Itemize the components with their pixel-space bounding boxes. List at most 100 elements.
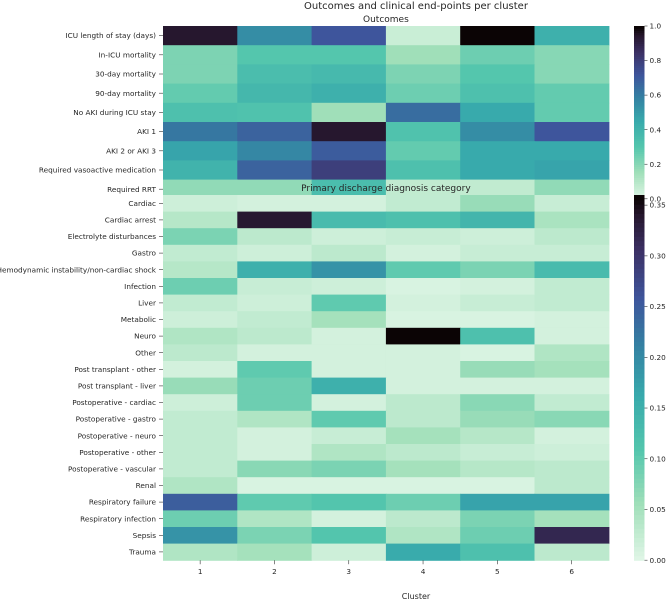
diagnosis-cell-r19-c4: [460, 510, 536, 528]
diagnosis-colorbar-band: [634, 505, 645, 511]
diagnosis-colorbar-band: [634, 341, 645, 347]
diagnosis-colorbar-band: [634, 300, 645, 306]
diagnosis-col-label: 6: [569, 567, 574, 576]
diagnosis-cell-r15-c4: [460, 444, 536, 462]
diagnosis-row-label: Postoperative - other: [79, 448, 156, 457]
outcomes-title: Outcomes: [363, 15, 409, 25]
diagnosis-cell-r8-c4: [460, 327, 536, 345]
diagnosis-colorbar-band: [634, 514, 645, 520]
diagnosis-cell-r18-c0: [163, 493, 238, 511]
diagnosis-cell-r10-c2: [311, 361, 387, 379]
outcomes-colorbar-band: [634, 118, 645, 122]
diagnosis-colorbar-band: [634, 482, 645, 488]
diagnosis-cell-r3-c1: [237, 244, 313, 262]
outcomes-colorbar-band: [634, 179, 645, 183]
diagnosis-row-label: Neuro: [134, 332, 156, 341]
outcomes-colorbar-tick-label: 0.8: [650, 56, 662, 65]
outcomes-colorbar-band: [634, 103, 645, 107]
outcomes-cell-r5-c4: [460, 122, 536, 142]
diagnosis-cell-r15-c2: [311, 444, 387, 462]
outcomes-colorbar-band: [634, 86, 645, 90]
outcomes-row-label: ICU length of stay (days): [65, 31, 156, 40]
diagnosis-colorbar-band: [634, 272, 645, 278]
diagnosis-colorbar-band: [634, 409, 645, 415]
diagnosis-colorbar-band: [634, 423, 645, 429]
diagnosis-cell-r1-c4: [460, 211, 536, 229]
diagnosis-cell-r8-c5: [534, 327, 610, 345]
diagnosis-cell-r18-c2: [311, 493, 387, 511]
outcomes-colorbar-band: [634, 47, 645, 51]
diagnosis-colorbar-band: [634, 354, 645, 360]
diagnosis-row-label: Post transplant - liver: [78, 382, 156, 391]
outcomes-colorbar-band: [634, 108, 645, 111]
outcomes-colorbar-band: [634, 175, 645, 178]
diagnosis-cell-r2-c2: [311, 228, 387, 246]
diagnosis-cell-r11-c3: [385, 377, 461, 395]
diagnosis-cell-r20-c5: [534, 527, 610, 545]
diagnosis-cell-r3-c4: [460, 244, 536, 262]
outcomes-cell-r2-c0: [163, 64, 238, 85]
diagnosis-cell-r1-c5: [534, 211, 610, 229]
outcomes-cell-r2-c1: [237, 64, 313, 85]
outcomes-cell-r7-c5: [534, 160, 610, 181]
diagnosis-cell-r9-c3: [385, 344, 461, 362]
diagnosis-colorbar-band: [634, 254, 645, 260]
outcomes-colorbar-band: [634, 138, 645, 142]
outcomes-cell-r5-c5: [534, 122, 610, 142]
diagnosis-cell-r7-c4: [460, 311, 536, 329]
diagnosis-cell-r3-c5: [534, 244, 610, 262]
outcomes-cell-r4-c2: [311, 102, 387, 123]
diagnosis-cell-r12-c5: [534, 394, 610, 412]
outcomes-cell-r0-c0: [163, 26, 238, 46]
diagnosis-col-label: 1: [198, 567, 203, 576]
outcomes-colorbar-band: [634, 67, 645, 70]
diagnosis-cell-r5-c4: [460, 278, 536, 296]
diagnosis-row-label: Infection: [124, 282, 156, 291]
diagnosis-colorbar-band: [634, 277, 645, 283]
outcomes-cell-r7-c3: [385, 160, 461, 181]
outcomes-colorbar-tick-label: 0.0: [650, 194, 662, 203]
diagnosis-cell-r20-c3: [385, 527, 461, 545]
outcomes-colorbar-band: [634, 116, 645, 120]
diagnosis-cell-r4-c5: [534, 261, 610, 279]
outcomes-colorbar-band: [634, 177, 645, 180]
outcomes-colorbar-band: [634, 82, 645, 85]
diagnosis-cell-r9-c1: [237, 344, 313, 362]
outcomes-colorbar-band: [634, 127, 645, 131]
diagnosis-cell-r0-c3: [385, 195, 461, 213]
diagnosis-colorbar-band: [634, 350, 645, 356]
figure-title: Outcomes and clinical end-points per clu…: [304, 1, 529, 12]
outcomes-colorbar-band: [634, 144, 645, 148]
diagnosis-cell-r8-c1: [237, 327, 313, 345]
diagnosis-cell-r15-c0: [163, 444, 238, 462]
diagnosis-cell-r8-c0: [163, 327, 238, 345]
diagnosis-cell-r6-c0: [163, 294, 238, 312]
outcomes-colorbar-band: [634, 64, 645, 68]
diagnosis-cell-r14-c0: [163, 427, 238, 445]
diagnosis-cell-r17-c5: [534, 477, 610, 495]
outcomes-colorbar-band: [634, 90, 645, 94]
diagnosis-cell-r11-c2: [311, 377, 387, 395]
diagnosis-colorbar-band: [634, 382, 645, 388]
diagnosis-cell-r4-c2: [311, 261, 387, 279]
diagnosis-row-label: Metabolic: [121, 315, 156, 324]
diagnosis-cell-r18-c1: [237, 493, 313, 511]
outcomes-cell-r4-c0: [163, 102, 238, 123]
diagnosis-colorbar-band: [634, 414, 645, 420]
diagnosis-row-label: Postoperative - neuro: [78, 431, 157, 440]
outcomes-cell-r5-c0: [163, 122, 238, 142]
diagnosis-row-label: Postoperative - vascular: [68, 465, 156, 474]
diagnosis-colorbar-band: [634, 537, 645, 543]
diagnosis-cell-r6-c2: [311, 294, 387, 312]
diagnosis-colorbar-band: [634, 199, 645, 205]
outcomes-cell-r5-c2: [311, 122, 387, 142]
diagnosis-row-label: Gastro: [132, 249, 157, 258]
outcomes-colorbar-band: [634, 112, 645, 116]
diagnosis-colorbar-band: [634, 331, 645, 338]
outcomes-cell-r3-c2: [311, 83, 387, 104]
outcomes-colorbar-band: [634, 36, 645, 40]
diagnosis-cell-r16-c2: [311, 460, 387, 478]
outcomes-cell-r8-c5: [534, 179, 610, 200]
diagnosis-row-label: Cardiac: [128, 199, 156, 208]
